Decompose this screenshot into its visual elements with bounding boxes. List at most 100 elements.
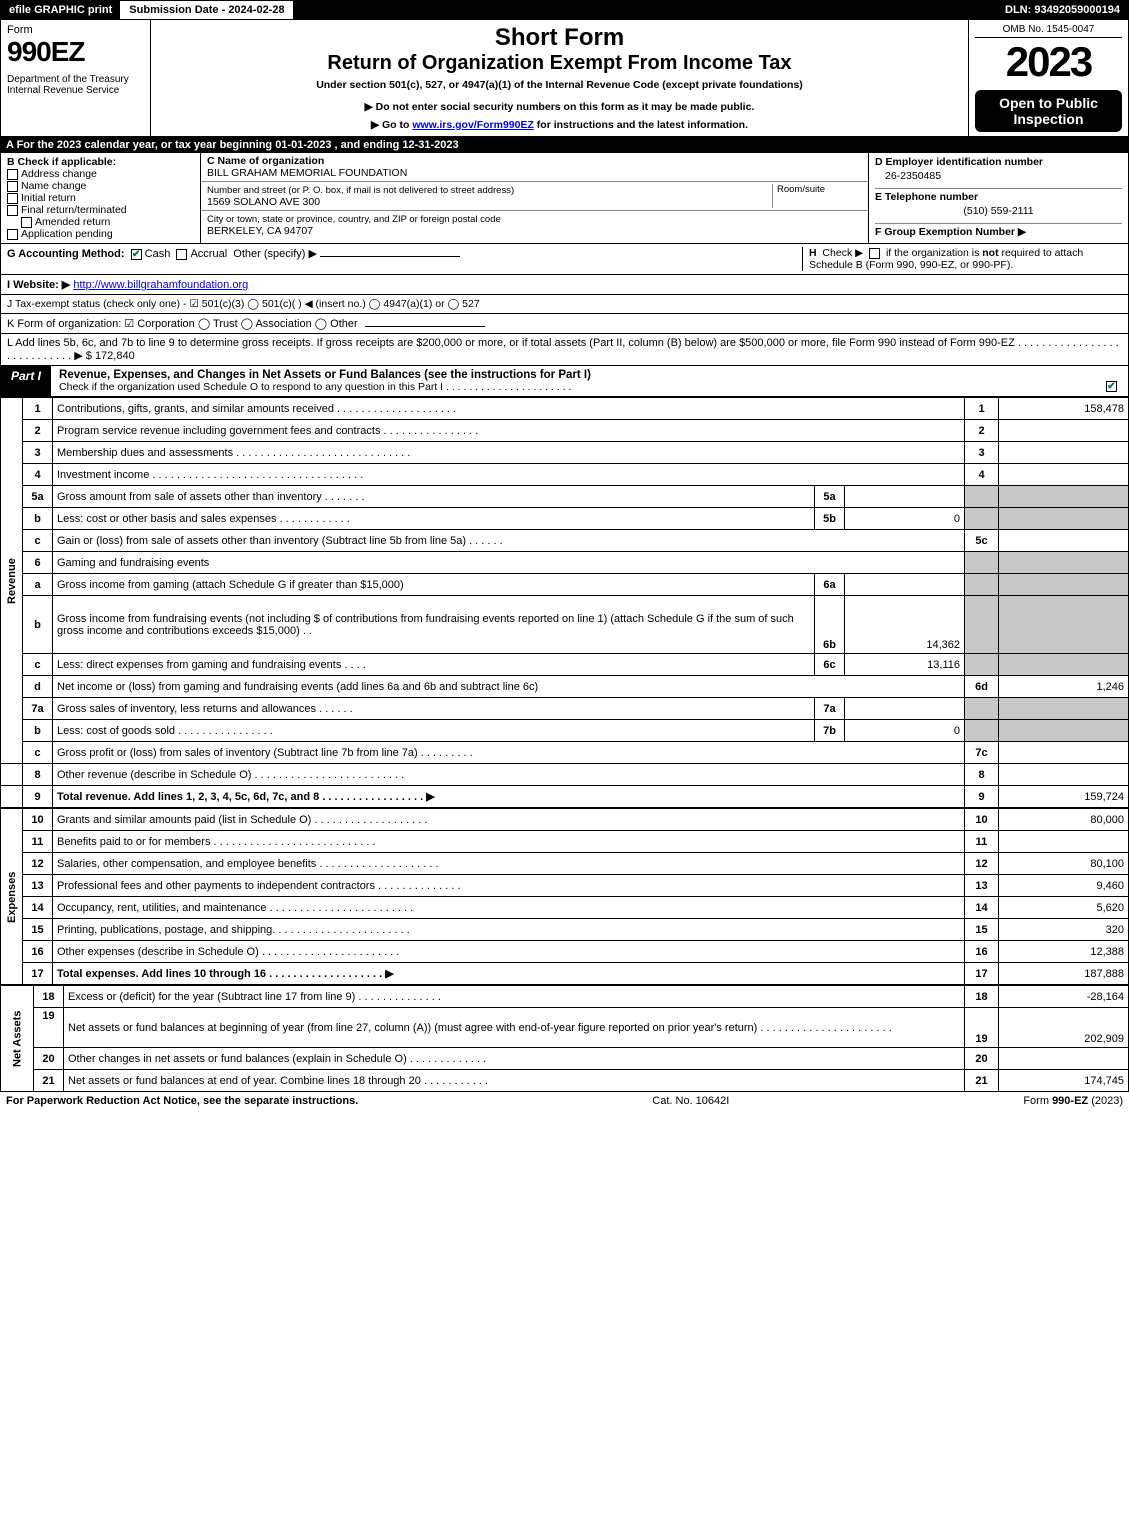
line-ref: 17 (965, 963, 999, 985)
b-label-2: Initial return (21, 192, 76, 204)
b-label-3: Final return/terminated (21, 204, 127, 216)
table-row: 15Printing, publications, postage, and s… (1, 919, 1129, 941)
section-bcd: B Check if applicable: Address change Na… (0, 153, 1129, 244)
title-return: Return of Organization Exempt From Incom… (157, 52, 962, 75)
b-item-1: Name change (7, 180, 194, 192)
checkbox-icon[interactable] (869, 248, 880, 259)
line-val: 187,888 (999, 963, 1129, 985)
b-item-3: Final return/terminated (7, 204, 194, 216)
revenue-table: Revenue 1 Contributions, gifts, grants, … (0, 397, 1129, 808)
line-desc: Net assets or fund balances at end of ye… (64, 1070, 965, 1092)
line-ref: 1 (965, 398, 999, 420)
submission-date: Submission Date - 2024-02-28 (121, 1, 293, 19)
g-accrual: Accrual (190, 248, 227, 260)
table-row: 5aGross amount from sale of assets other… (1, 486, 1129, 508)
checkbox-icon[interactable] (7, 229, 18, 240)
street: 1569 SOLANO AVE 300 (207, 196, 320, 208)
line-val (999, 831, 1129, 853)
irs-link[interactable]: www.irs.gov/Form990EZ (412, 119, 534, 131)
footer-right: Form 990-EZ (2023) (1023, 1095, 1123, 1107)
shade-cell (999, 720, 1129, 742)
checkbox-icon[interactable] (176, 249, 187, 260)
line-val: 202,909 (999, 1008, 1129, 1048)
row-l: L Add lines 5b, 6c, and 7b to line 9 to … (0, 334, 1129, 366)
line-num: b (23, 596, 53, 654)
line-val: 174,745 (999, 1070, 1129, 1092)
line-desc: Salaries, other compensation, and employ… (53, 853, 965, 875)
line-ref: 14 (965, 897, 999, 919)
table-row: 17Total expenses. Add lines 10 through 1… (1, 963, 1129, 985)
d-label: D Employer identification number (875, 156, 1122, 168)
part1-header: Part I Revenue, Expenses, and Changes in… (0, 366, 1129, 397)
website-link[interactable]: http://www.billgrahamfoundation.org (73, 279, 248, 291)
shade-cell (999, 596, 1129, 654)
line-num: 19 (34, 1008, 64, 1048)
checkbox-icon[interactable] (7, 193, 18, 204)
checkbox-icon[interactable] (7, 181, 18, 192)
table-row: 8Other revenue (describe in Schedule O) … (1, 764, 1129, 786)
sub-ref: 6b (815, 596, 845, 654)
sub-val (845, 486, 965, 508)
b-label-4: Amended return (35, 216, 110, 228)
line-val (999, 420, 1129, 442)
line-num: d (23, 676, 53, 698)
line-ref: 21 (965, 1070, 999, 1092)
col-d: D Employer identification number 26-2350… (868, 153, 1128, 243)
b-item-5: Application pending (7, 228, 194, 240)
line-val: 159,724 (999, 786, 1129, 808)
checkbox-icon[interactable] (7, 205, 18, 216)
line-num: 2 (23, 420, 53, 442)
line-val (999, 530, 1129, 552)
line-val: 5,620 (999, 897, 1129, 919)
table-row: aGross income from gaming (attach Schedu… (1, 574, 1129, 596)
line-desc: Other changes in net assets or fund bala… (64, 1048, 965, 1070)
line-desc: Gross amount from sale of assets other t… (53, 486, 815, 508)
g-cash: Cash (145, 248, 171, 260)
line-num: 10 (23, 809, 53, 831)
k-text: K Form of organization: ☑ Corporation ◯ … (7, 318, 358, 330)
table-row: 21Net assets or fund balances at end of … (1, 1070, 1129, 1092)
efile-label: efile GRAPHIC print (1, 1, 121, 19)
shade-cell (999, 508, 1129, 530)
line-desc: Gross profit or (loss) from sales of inv… (53, 742, 965, 764)
department: Department of the Treasury Internal Reve… (7, 74, 144, 96)
line-ref: 6d (965, 676, 999, 698)
checkbox-icon[interactable] (21, 217, 32, 228)
table-row: bLess: cost of goods sold . . . . . . . … (1, 720, 1129, 742)
form-header: Form 990EZ Department of the Treasury In… (0, 20, 1129, 137)
part1-title-text: Revenue, Expenses, and Changes in Net As… (59, 369, 591, 381)
sub-ref: 5b (815, 508, 845, 530)
table-row: 19Net assets or fund balances at beginni… (1, 1008, 1129, 1048)
header-right: OMB No. 1545-0047 2023 Open to Public In… (968, 20, 1128, 136)
top-bar: efile GRAPHIC print Submission Date - 20… (0, 0, 1129, 20)
row-k: K Form of organization: ☑ Corporation ◯ … (0, 314, 1129, 334)
city-label: City or town, state or province, country… (207, 214, 501, 225)
open-to-public: Open to Public Inspection (975, 90, 1122, 132)
line-val: 158,478 (999, 398, 1129, 420)
sub-val: 13,116 (845, 654, 965, 676)
line-num: c (23, 654, 53, 676)
line-desc: Printing, publications, postage, and shi… (53, 919, 965, 941)
header-left: Form 990EZ Department of the Treasury In… (1, 20, 151, 136)
line-val: 12,388 (999, 941, 1129, 963)
row-j: J Tax-exempt status (check only one) - ☑… (0, 295, 1129, 314)
line-ref: 19 (965, 1008, 999, 1048)
checkbox-icon[interactable] (7, 169, 18, 180)
line-num: 13 (23, 875, 53, 897)
checkbox-icon[interactable]: ✔ (131, 249, 142, 260)
sub-val: 14,362 (845, 596, 965, 654)
line-num: 7a (23, 698, 53, 720)
table-row: 13Professional fees and other payments t… (1, 875, 1129, 897)
sub-ref: 6a (815, 574, 845, 596)
line-val: 80,000 (999, 809, 1129, 831)
ein: 26-2350485 (875, 168, 1122, 188)
line-val (999, 464, 1129, 486)
table-row: Expenses 10Grants and similar amounts pa… (1, 809, 1129, 831)
tax-year: 2023 (975, 38, 1122, 86)
checkbox-icon[interactable]: ✔ (1106, 381, 1117, 392)
line-ref: 4 (965, 464, 999, 486)
shade-cell (999, 552, 1129, 574)
line-val (999, 764, 1129, 786)
table-row: 3Membership dues and assessments . . . .… (1, 442, 1129, 464)
line-desc: Total revenue. Add lines 1, 2, 3, 4, 5c,… (53, 786, 965, 808)
